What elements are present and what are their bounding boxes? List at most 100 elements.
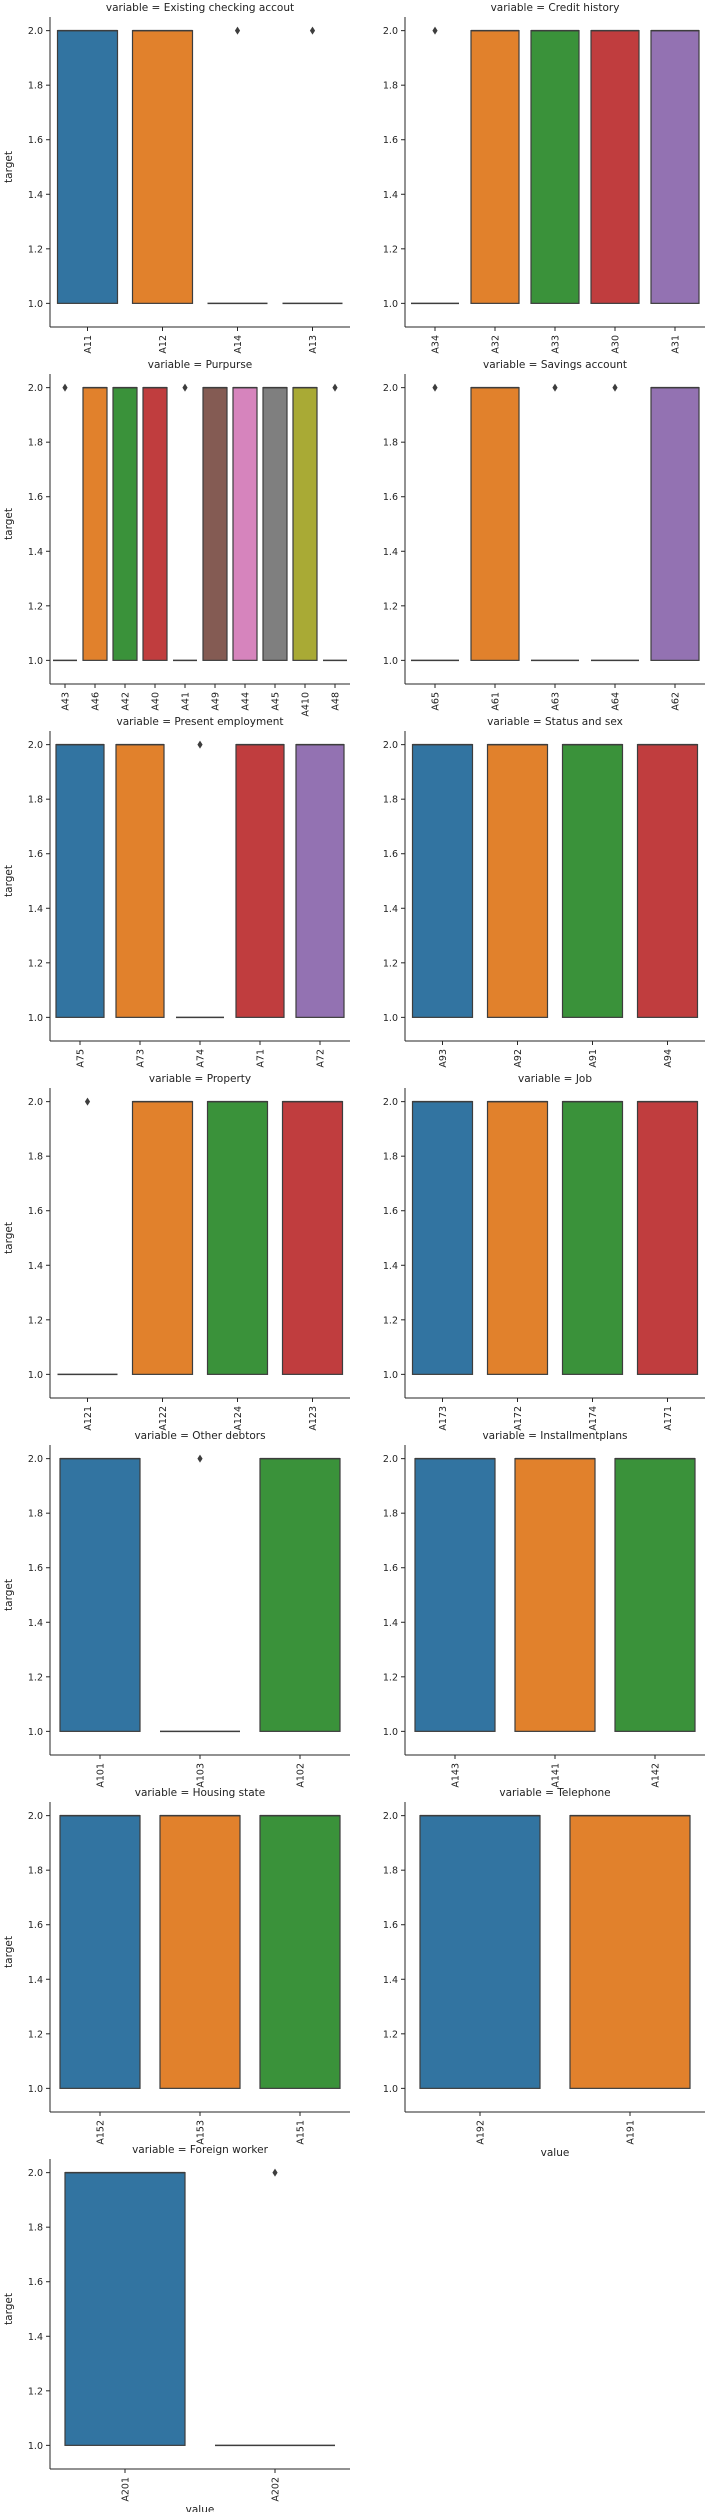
panel-title: variable = Existing checking accout xyxy=(106,2,294,14)
y-tick-label: 1.6 xyxy=(28,1920,43,1931)
box-A12 xyxy=(131,30,194,304)
y-tick-label: 1.6 xyxy=(383,1206,398,1217)
outlier-marker-A65 xyxy=(432,383,438,392)
box-A143 xyxy=(414,1458,496,1732)
panel-title: variable = Other debtors xyxy=(134,1430,265,1442)
box-A102 xyxy=(259,1458,341,1732)
panel-12: variable = Foreign worker 1.0 1.2 1.4 1.6 1.8… xyxy=(3,2144,350,2516)
y-tick-label: 2.0 xyxy=(383,740,398,751)
y-tick-label: 1.4 xyxy=(28,2332,43,2343)
x-tick-label-A173: A173 xyxy=(438,1406,449,1431)
x-axis-label: value xyxy=(186,2504,215,2512)
y-tick-label: 2.0 xyxy=(28,1811,43,1822)
box-A172 xyxy=(486,1101,549,1375)
box-A171 xyxy=(636,1101,699,1375)
y-tick-label: 1.0 xyxy=(28,1370,43,1381)
y-tick-label: 1.4 xyxy=(28,904,43,915)
x-tick-label-A41: A41 xyxy=(181,692,192,711)
panel-title: variable = Telephone xyxy=(499,1787,610,1799)
x-tick-label-A171: A171 xyxy=(663,1406,674,1431)
y-tick-label: 1.8 xyxy=(28,1866,43,1877)
y-tick-label: 1.4 xyxy=(28,190,43,201)
x-tick-label-A192: A192 xyxy=(476,2120,487,2145)
outlier-marker-A202 xyxy=(272,2168,278,2177)
panel-title: variable = Present employment xyxy=(117,716,284,728)
x-tick-label-A191: A191 xyxy=(626,2120,637,2145)
panel-10: variable = Housing state 1.0 1.2 1.4 1.6 1.8 2… xyxy=(3,1787,350,2145)
y-tick-label: 1.6 xyxy=(28,1563,43,1574)
box-A91 xyxy=(561,744,624,1018)
y-tick-label: 1.2 xyxy=(28,601,43,612)
y-tick-label: 1.0 xyxy=(28,2084,43,2095)
box-A61 xyxy=(470,387,520,661)
y-tick-label: 2.0 xyxy=(28,26,43,37)
box-A124 xyxy=(206,1101,269,1375)
y-tick-label: 1.8 xyxy=(28,795,43,806)
y-tick-label: 1.8 xyxy=(383,438,398,449)
panel-6: variable = Property 1.0 1.2 1.4 1.6 1.8 2.0 tar… xyxy=(3,1073,350,1431)
x-tick-label-A71: A71 xyxy=(256,1049,267,1068)
y-tick-label: 2.0 xyxy=(28,2168,43,2179)
x-tick-label-A42: A42 xyxy=(121,692,132,711)
x-tick-label-A92: A92 xyxy=(513,1049,524,1068)
x-tick-label-A12: A12 xyxy=(158,335,169,354)
y-tick-label: 1.2 xyxy=(28,2029,43,2040)
y-tick-label: 1.8 xyxy=(28,1509,43,1520)
box-A92 xyxy=(486,744,549,1018)
panel-title: variable = Foreign worker xyxy=(132,2144,269,2156)
outlier-marker-A14 xyxy=(234,26,241,35)
y-tick-label: 1.0 xyxy=(28,656,43,667)
y-tick-label: 1.6 xyxy=(383,135,398,146)
outlier-marker-A64 xyxy=(612,383,618,392)
y-tick-label: 1.2 xyxy=(28,958,43,969)
box-A73 xyxy=(115,744,165,1018)
panel-8: variable = Other debtors 1.0 1.2 1.4 1.6 1.8 2… xyxy=(3,1430,350,1788)
x-tick-label-A63: A63 xyxy=(551,692,562,711)
x-tick-label-A201: A201 xyxy=(121,2477,132,2502)
y-tick-label: 1.6 xyxy=(28,2277,43,2288)
x-tick-label-A124: A124 xyxy=(233,1406,244,1431)
box-A49 xyxy=(202,387,228,661)
y-axis-label: target xyxy=(3,1579,15,1611)
box-A30 xyxy=(590,30,640,304)
y-tick-label: 1.0 xyxy=(28,1727,43,1738)
x-tick-label-A75: A75 xyxy=(76,1049,87,1068)
x-tick-label-A65: A65 xyxy=(431,692,442,711)
y-tick-label: 1.4 xyxy=(383,904,398,915)
y-tick-label: 2.0 xyxy=(383,383,398,394)
y-axis-label: target xyxy=(3,865,15,897)
panel-title: variable = Status and sex xyxy=(487,716,623,728)
x-tick-label-A31: A31 xyxy=(671,335,682,354)
box-A101 xyxy=(59,1458,141,1732)
x-tick-label-A43: A43 xyxy=(61,692,72,711)
y-tick-label: 2.0 xyxy=(383,26,398,37)
box-A31 xyxy=(650,30,700,304)
outlier-marker-A63 xyxy=(552,383,558,392)
box-A46 xyxy=(82,387,108,661)
box-A122 xyxy=(131,1101,194,1375)
panel-4: variable = Present employment 1.0 1.2 1.4 1.… xyxy=(3,716,350,1068)
box-A151 xyxy=(259,1815,341,2089)
x-tick-label-A152: A152 xyxy=(96,2120,107,2145)
y-tick-label: 1.2 xyxy=(383,958,398,969)
x-tick-label-A101: A101 xyxy=(96,1763,107,1788)
y-tick-label: 1.4 xyxy=(383,1618,398,1629)
box-A152 xyxy=(59,1815,141,2089)
y-tick-label: 1.8 xyxy=(383,795,398,806)
y-tick-label: 1.2 xyxy=(28,1315,43,1326)
y-tick-label: 1.6 xyxy=(28,492,43,503)
x-tick-label-A142: A142 xyxy=(651,1763,662,1788)
x-tick-label-A32: A32 xyxy=(491,335,502,354)
y-tick-label: 1.4 xyxy=(28,1261,43,1272)
y-tick-label: 1.0 xyxy=(383,2084,398,2095)
box-A71 xyxy=(235,744,285,1018)
x-tick-label-A34: A34 xyxy=(431,335,442,354)
x-tick-label-A33: A33 xyxy=(551,335,562,354)
y-tick-label: 1.2 xyxy=(28,244,43,255)
box-A153 xyxy=(159,1815,241,2089)
x-axis-label: value xyxy=(541,2147,570,2159)
x-tick-label-A174: A174 xyxy=(588,1406,599,1431)
box-A32 xyxy=(470,30,520,304)
y-tick-label: 1.6 xyxy=(28,849,43,860)
box-A173 xyxy=(411,1101,474,1375)
